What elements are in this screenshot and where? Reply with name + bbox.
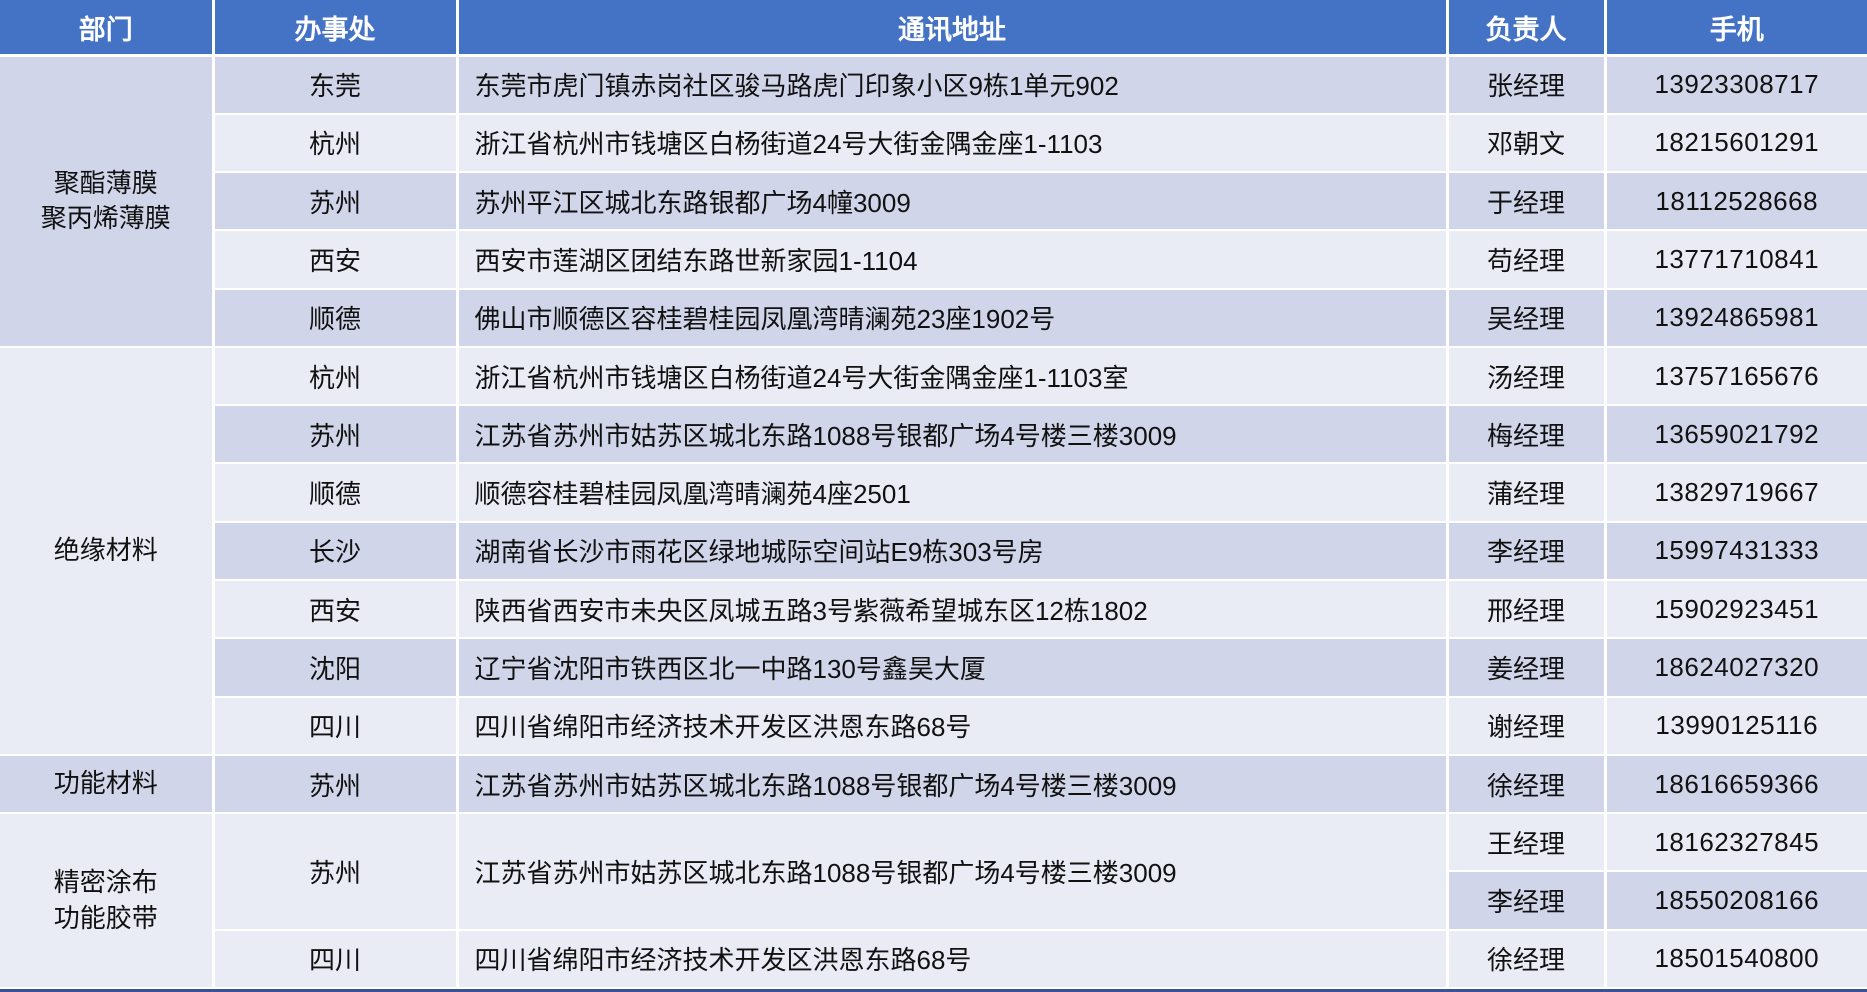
cell-address: 四川省绵阳市经济技术开发区洪恩东路68号 — [457, 929, 1449, 989]
cell-manager: 蒲经理 — [1447, 463, 1607, 523]
cell-phone: 18162327845 — [1605, 813, 1867, 873]
table-row: 沈阳 辽宁省沈阳市铁西区北一中路130号鑫昊大厦 姜经理 18624027320 — [0, 638, 1867, 698]
header-row: 部门 办事处 通讯地址 负责人 手机 — [0, 0, 1867, 57]
col-header-office: 办事处 — [213, 0, 459, 57]
table-row: 功能材料 苏州 江苏省苏州市姑苏区城北东路1088号银都广场4号楼三楼3009 … — [0, 754, 1867, 815]
cell-manager: 徐经理 — [1447, 929, 1607, 989]
cell-manager: 徐经理 — [1447, 754, 1607, 815]
cell-manager: 吴经理 — [1447, 288, 1607, 348]
cell-phone: 13771710841 — [1605, 230, 1867, 290]
cell-phone: 15902923451 — [1605, 580, 1867, 640]
cell-phone: 13923308717 — [1605, 55, 1867, 115]
table-row: 李经理 18550208166 — [0, 871, 1867, 931]
cell-address: 辽宁省沈阳市铁西区北一中路130号鑫昊大厦 — [457, 638, 1449, 698]
col-header-address: 通讯地址 — [457, 0, 1449, 57]
cell-department: 绝缘材料 — [0, 346, 215, 756]
cell-office: 苏州 — [213, 172, 459, 232]
cell-office: 四川 — [213, 696, 459, 756]
table-row: 西安 陕西省西安市未央区凤城五路3号紫薇希望城东区12栋1802 邢经理 159… — [0, 580, 1867, 640]
cell-manager: 王经理 — [1447, 813, 1607, 873]
cell-phone: 13757165676 — [1605, 346, 1867, 407]
cell-office: 西安 — [213, 230, 459, 290]
cell-phone: 13924865981 — [1605, 288, 1867, 348]
table-row: 聚酯薄膜 聚丙烯薄膜 东莞 东莞市虎门镇赤岗社区骏马路虎门印象小区9栋1单元90… — [0, 55, 1867, 348]
cell-office: 苏州 — [213, 405, 459, 465]
cell-address: 佛山市顺德区容桂碧桂园凤凰湾晴澜苑23座1902号 — [457, 288, 1449, 348]
table-header: 部门 办事处 通讯地址 负责人 手机 — [0, 0, 1867, 57]
cell-manager: 苟经理 — [1447, 230, 1607, 290]
cell-manager: 谢经理 — [1447, 696, 1607, 756]
table-row: 苏州 苏州平江区城北东路银都广场4幢3009 于经理 18112528668 — [0, 172, 1867, 232]
cell-manager: 邢经理 — [1447, 580, 1607, 640]
table-row: 长沙 湖南省长沙市雨花区绿地城际空间站E9栋303号房 李经理 15997431… — [0, 521, 1867, 582]
cell-address: 四川省绵阳市经济技术开发区洪恩东路68号 — [457, 696, 1449, 756]
col-header-phone: 手机 — [1605, 0, 1867, 57]
cell-office: 沈阳 — [213, 638, 459, 698]
table-row: 四川 四川省绵阳市经济技术开发区洪恩东路68号 谢经理 13990125116 — [0, 696, 1867, 756]
cell-address: 陕西省西安市未央区凤城五路3号紫薇希望城东区12栋1802 — [457, 580, 1449, 640]
cell-office: 西安 — [213, 580, 459, 640]
cell-address: 浙江省杭州市钱塘区白杨街道24号大街金隅金座1-1103室 — [457, 346, 1449, 407]
cell-phone: 18112528668 — [1605, 172, 1867, 232]
cell-manager: 张经理 — [1447, 55, 1607, 115]
cell-manager: 汤经理 — [1447, 346, 1607, 407]
cell-office: 苏州 — [213, 813, 459, 931]
cell-office: 四川 — [213, 929, 459, 989]
cell-address: 江苏省苏州市姑苏区城北东路1088号银都广场4号楼三楼3009 — [457, 813, 1449, 931]
cell-phone: 15997431333 — [1605, 521, 1867, 582]
table-row: 四川 四川省绵阳市经济技术开发区洪恩东路68号 徐经理 18501540800 — [0, 929, 1867, 989]
cell-department: 聚酯薄膜 聚丙烯薄膜 — [0, 55, 215, 348]
table-row: 杭州 浙江省杭州市钱塘区白杨街道24号大街金隅金座1-1103 邓朝文 1821… — [0, 113, 1867, 174]
table-row: 顺德 顺德容桂碧桂园凤凰湾晴澜苑4座2501 蒲经理 13829719667 — [0, 463, 1867, 523]
cell-office: 顺德 — [213, 463, 459, 523]
cell-address: 东莞市虎门镇赤岗社区骏马路虎门印象小区9栋1单元902 — [457, 55, 1449, 115]
cell-address: 浙江省杭州市钱塘区白杨街道24号大街金隅金座1-1103 — [457, 113, 1449, 174]
table-body: 聚酯薄膜 聚丙烯薄膜 东莞 东莞市虎门镇赤岗社区骏马路虎门印象小区9栋1单元90… — [0, 55, 1867, 989]
cell-phone: 13829719667 — [1605, 463, 1867, 523]
cell-office: 杭州 — [213, 346, 459, 407]
table-row: 西安 西安市莲湖区团结东路世新家园1-1104 苟经理 13771710841 — [0, 230, 1867, 290]
cell-phone: 18624027320 — [1605, 638, 1867, 698]
cell-address: 顺德容桂碧桂园凤凰湾晴澜苑4座2501 — [457, 463, 1449, 523]
cell-address: 苏州平江区城北东路银都广场4幢3009 — [457, 172, 1449, 232]
col-header-manager: 负责人 — [1447, 0, 1607, 57]
cell-address: 西安市莲湖区团结东路世新家园1-1104 — [457, 230, 1449, 290]
cell-phone: 18550208166 — [1605, 871, 1867, 931]
cell-office: 苏州 — [213, 754, 459, 815]
cell-office: 长沙 — [213, 521, 459, 582]
cell-manager: 李经理 — [1447, 871, 1607, 931]
cell-phone: 18616659366 — [1605, 754, 1867, 815]
table-row: 绝缘材料 杭州 浙江省杭州市钱塘区白杨街道24号大街金隅金座1-1103室 汤经… — [0, 346, 1867, 756]
cell-office: 杭州 — [213, 113, 459, 174]
cell-department: 精密涂布 功能胶带 — [0, 813, 215, 989]
cell-manager: 姜经理 — [1447, 638, 1607, 698]
cell-phone: 18215601291 — [1605, 113, 1867, 174]
cell-office: 顺德 — [213, 288, 459, 348]
cell-phone: 18501540800 — [1605, 929, 1867, 989]
cell-manager: 邓朝文 — [1447, 113, 1607, 174]
table-row: 精密涂布 功能胶带 苏州 江苏省苏州市姑苏区城北东路1088号银都广场4号楼三楼… — [0, 813, 1867, 989]
cell-address: 江苏省苏州市姑苏区城北东路1088号银都广场4号楼三楼3009 — [457, 405, 1449, 465]
cell-address: 江苏省苏州市姑苏区城北东路1088号银都广场4号楼三楼3009 — [457, 754, 1449, 815]
cell-address: 湖南省长沙市雨花区绿地城际空间站E9栋303号房 — [457, 521, 1449, 582]
col-header-department: 部门 — [0, 0, 215, 57]
cell-department: 功能材料 — [0, 754, 215, 815]
cell-manager: 于经理 — [1447, 172, 1607, 232]
cell-phone: 13990125116 — [1605, 696, 1867, 756]
cell-office: 东莞 — [213, 55, 459, 115]
cell-manager: 李经理 — [1447, 521, 1607, 582]
cell-phone: 13659021792 — [1605, 405, 1867, 465]
table-row: 顺德 佛山市顺德区容桂碧桂园凤凰湾晴澜苑23座1902号 吴经理 1392486… — [0, 288, 1867, 348]
cell-manager: 梅经理 — [1447, 405, 1607, 465]
table-row: 苏州 江苏省苏州市姑苏区城北东路1088号银都广场4号楼三楼3009 梅经理 1… — [0, 405, 1867, 465]
